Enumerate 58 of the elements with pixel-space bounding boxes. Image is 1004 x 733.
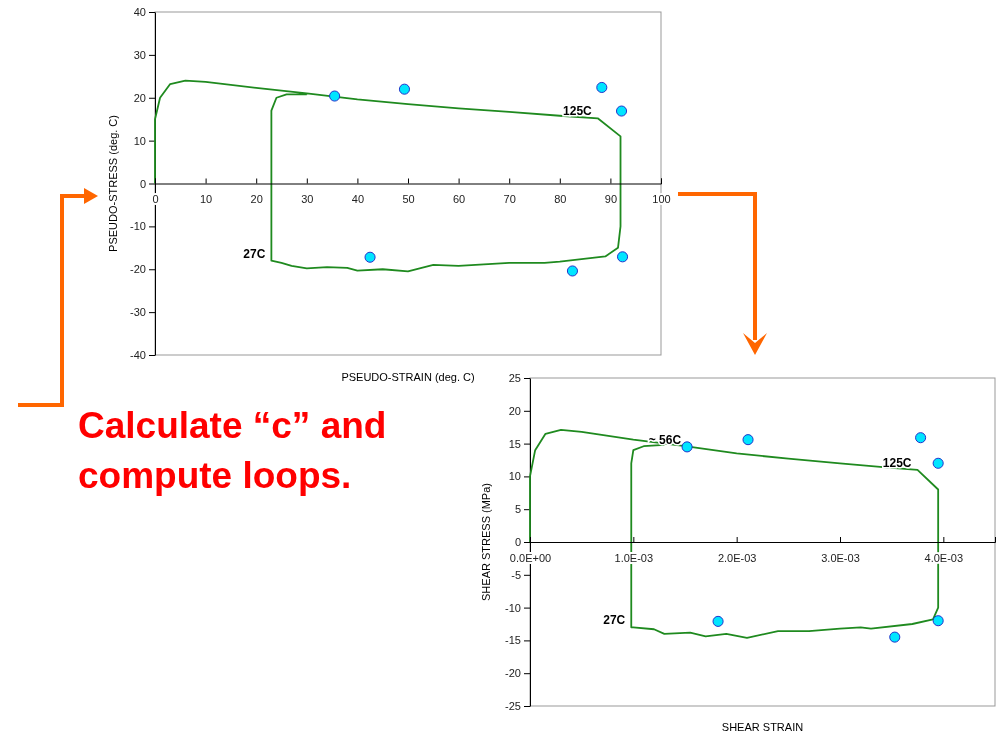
y-tick-label: -15 [505, 634, 521, 647]
y-tick-label: -10 [505, 601, 521, 614]
annotation: 125C [882, 455, 912, 470]
x-tick-label: 30 [301, 193, 314, 206]
x-tick-label: 20 [250, 193, 263, 206]
y-tick-label: -10 [130, 220, 146, 233]
y-axis-title: SHEAR STRESS (MPa) [480, 483, 492, 601]
y-tick-label: 10 [508, 470, 521, 483]
point [364, 251, 376, 263]
y-tick-label: -30 [130, 306, 146, 319]
x-tick-label: 50 [402, 193, 415, 206]
point [742, 434, 754, 446]
y-tick-label: 10 [133, 134, 146, 147]
x-tick-label: 90 [604, 193, 618, 206]
annotation: ~ 56C [648, 432, 682, 447]
point [398, 83, 410, 95]
point [617, 251, 629, 263]
y-tick-label: 20 [133, 91, 146, 104]
annotation: 125C [563, 104, 593, 119]
point [615, 105, 628, 117]
y-tick-label: 0 [514, 536, 521, 549]
point [329, 90, 341, 102]
x-tick-label: 10 [199, 193, 213, 206]
y-tick-label: -5 [511, 568, 521, 581]
y-tick-label: -20 [130, 263, 146, 276]
y-axis-title: PSEUDO-STRESS (deg. C) [107, 115, 119, 252]
x-tick-label: 80 [554, 193, 567, 206]
point [712, 615, 724, 627]
y-tick-label: 20 [508, 404, 521, 417]
x-tick-label: 70 [503, 193, 516, 206]
annotation: 27C [603, 613, 626, 628]
y-tick-label: 5 [514, 503, 521, 516]
x-axis-title: SHEAR STRAIN [721, 721, 804, 733]
y-tick-label: 15 [508, 437, 521, 450]
x-tick-label: 40 [351, 193, 365, 206]
y-tick-label: 25 [508, 372, 521, 385]
y-tick-label: -40 [130, 349, 146, 362]
point [889, 631, 901, 643]
line-series [154, 79, 622, 273]
text: Calculate “c” and compute loops. [78, 405, 387, 496]
x-axis-title: PSEUDO-STRAIN (deg. C) [341, 371, 475, 383]
x-tick-label: 60 [452, 193, 466, 206]
point [915, 432, 927, 444]
point [681, 441, 693, 453]
y-tick-label: 40 [133, 6, 146, 19]
x-tick-label: 0 [152, 193, 159, 206]
y-tick-label: 0 [139, 177, 146, 190]
annotation: 27C [243, 246, 266, 261]
y-tick-label: -25 [505, 700, 521, 713]
x-tick-label: 2.0E-03 [717, 551, 757, 564]
point [932, 457, 944, 469]
point [566, 265, 578, 277]
x-tick-label: 3.0E-03 [821, 551, 860, 564]
y-tick-label: 30 [133, 48, 146, 61]
x-tick-label: 100 [652, 193, 671, 206]
point [932, 615, 944, 627]
point [596, 81, 608, 93]
y-tick-label: -20 [505, 667, 521, 680]
